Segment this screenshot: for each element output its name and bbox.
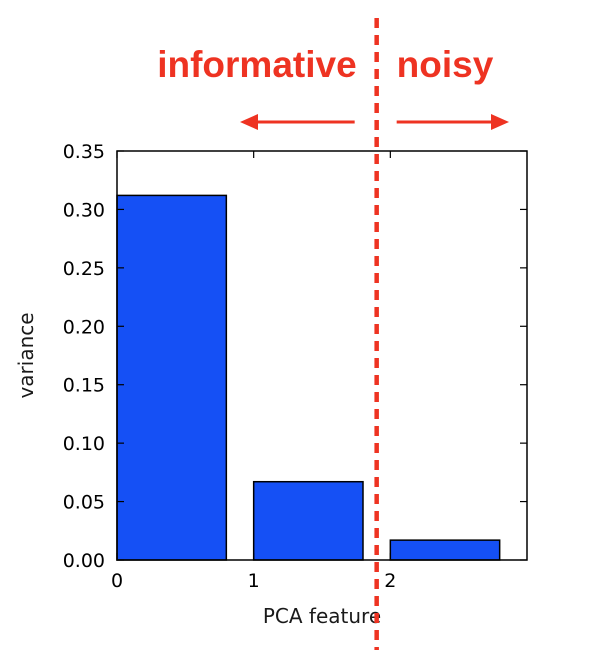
left-arrow-icon [240, 114, 258, 130]
informative-label: informative [157, 44, 356, 85]
annotation-layer [240, 18, 509, 650]
x-tick-label: 0 [111, 570, 123, 592]
y-tick-label: 0.35 [63, 141, 105, 163]
x-axis-label: PCA feature [263, 604, 381, 628]
x-tick-label: 1 [248, 570, 260, 592]
y-tick-label: 0.30 [63, 199, 105, 221]
y-axis-label: variance [14, 312, 38, 398]
bars-layer [116, 194, 501, 561]
y-tick-label: 0.25 [63, 258, 105, 280]
x-tick-label: 2 [384, 570, 396, 592]
y-tick-label: 0.05 [63, 492, 105, 514]
bar-feature-0 [116, 194, 228, 561]
y-tick-label: 0.10 [63, 433, 105, 455]
y-tick-label: 0.20 [63, 316, 105, 338]
right-arrow-icon [491, 114, 509, 130]
plot-frame [116, 150, 528, 561]
y-tick-label: 0.15 [63, 375, 105, 397]
ticks-layer: 0.00 0.05 0.10 0.15 0.20 0.25 0.30 0.35 0 1 2 [63, 141, 527, 592]
bar-feature-2 [389, 539, 501, 561]
bar-feature-1 [252, 480, 364, 561]
noisy-label: noisy [397, 44, 494, 85]
y-tick-label: 0.00 [63, 550, 105, 572]
